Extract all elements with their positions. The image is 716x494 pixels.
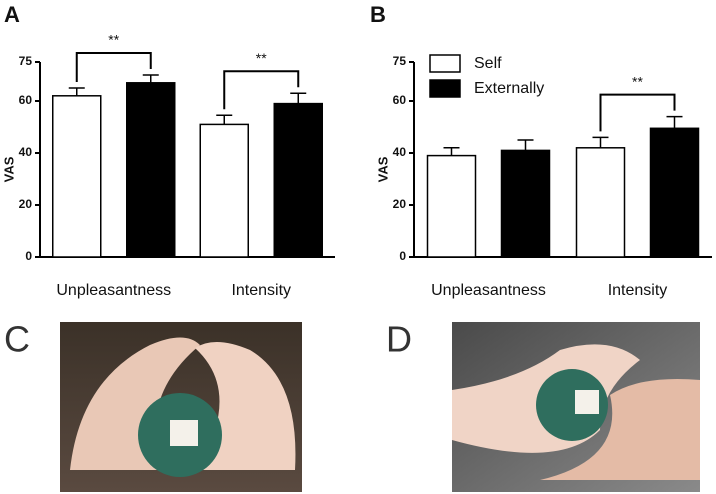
x-tick-label: Unpleasantness (56, 282, 171, 299)
error-bar (592, 136, 609, 148)
bar (126, 82, 176, 258)
y-axis-label: VAS (1, 156, 16, 182)
significance-label: ** (108, 32, 119, 48)
photo-d: D (386, 319, 700, 492)
legend-label: Externally (474, 80, 544, 97)
error-bar (290, 92, 307, 104)
device-part (575, 390, 599, 414)
legend-label: Self (474, 55, 502, 72)
significance-bracket (223, 70, 300, 110)
device (536, 369, 608, 441)
panel-label: D (386, 319, 412, 360)
bar (649, 127, 700, 258)
bar (273, 102, 323, 258)
bar (500, 149, 551, 258)
significance-bracket (599, 93, 676, 132)
hand (540, 379, 700, 480)
panel-label: C (4, 319, 30, 360)
y-tick-label: 20 (19, 197, 33, 211)
y-tick-label: 0 (25, 249, 32, 263)
device-part (170, 420, 198, 446)
error-bar (68, 87, 85, 96)
y-tick-label: 20 (393, 197, 407, 211)
bar (575, 147, 626, 258)
error-bar (517, 139, 534, 151)
x-tick-label: Intensity (608, 282, 668, 299)
significance-bracket (75, 52, 152, 82)
x-tick-label: Unpleasantness (431, 282, 546, 299)
y-tick-label: 40 (19, 145, 33, 159)
y-tick-label: 40 (393, 145, 407, 159)
significance-label: ** (632, 73, 643, 89)
error-bar (443, 147, 460, 156)
y-tick-label: 60 (19, 93, 33, 107)
error-bar (142, 74, 159, 83)
y-tick-label: 75 (19, 54, 33, 68)
photo-c: C (4, 319, 302, 492)
y-tick-label: 60 (393, 93, 407, 107)
y-axis-label: VAS (375, 156, 390, 182)
panel-label: A (4, 2, 20, 27)
bar (426, 154, 477, 258)
y-tick-label: 0 (399, 249, 406, 263)
x-tick-label: Intensity (231, 282, 291, 299)
legend-swatch (429, 54, 461, 73)
panel-label: B (370, 2, 386, 27)
legend-swatch (429, 79, 461, 98)
y-tick-label: 75 (393, 54, 407, 68)
significance-label: ** (256, 50, 267, 66)
bar (199, 123, 249, 258)
bar (52, 95, 102, 258)
error-bar (666, 115, 683, 129)
error-bar (216, 114, 233, 125)
